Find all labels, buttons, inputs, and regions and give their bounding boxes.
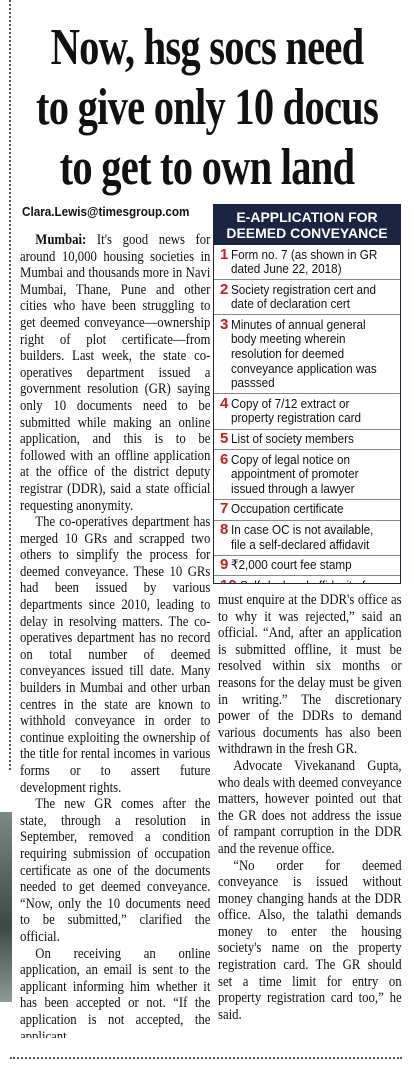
paragraph: “No order for deemed conveyance is issue… xyxy=(218,857,402,1023)
sidebar-item: 6 Copy of legal notice on appointment of … xyxy=(214,450,400,500)
item-text: Minutes of annual general body meeting w… xyxy=(231,316,378,391)
sidebar-item: 9 ₹2,000 court fee stamp xyxy=(214,556,400,577)
paragraph-text: The co-operatives department has merged … xyxy=(20,514,211,796)
article-column: must enquire at the DDR's office as to w… xyxy=(218,592,402,1042)
photo-edge xyxy=(0,812,12,1002)
item-text: Self-declared affidavit of docus submitt… xyxy=(240,578,381,583)
headline: to get to own land xyxy=(59,139,355,196)
byline: Clara.Lewis@timesgroup.com xyxy=(22,204,190,219)
item-text: List of society members xyxy=(231,431,355,447)
item-text: Form no. 7 (as shown in GR dated June 22… xyxy=(231,246,378,277)
paragraph: The new GR comes after the state, throug… xyxy=(20,796,210,945)
dotted-rule xyxy=(10,1057,402,1059)
item-text: Copy of 7/12 extract or property registr… xyxy=(231,395,362,426)
article-column: Mumbai: It's good news for around 10,000… xyxy=(20,232,210,1038)
sidebar-item: 7 Occupation certificate xyxy=(214,500,400,521)
headline: Now, hsg socs need xyxy=(50,19,365,76)
sidebar-title: E-APPLICATION FOR DEEMED CONVEYANCE xyxy=(214,205,400,245)
sidebar-item: 2 Society registration cert and date of d… xyxy=(214,280,400,316)
item-text: Occupation certificate xyxy=(231,501,344,517)
item-text: In case OC is not available, file a self… xyxy=(231,522,374,552)
item-text: Copy of legal notice on appointment of p… xyxy=(231,451,359,496)
paragraph-text: It's good news for around 10,000 housing… xyxy=(20,232,211,514)
paragraph: must enquire at the DDR's office as to w… xyxy=(218,592,402,758)
item-number: 4 xyxy=(220,394,229,412)
item-text: Society registration cert and date of de… xyxy=(231,281,377,312)
dotted-border xyxy=(9,0,11,770)
item-number: 5 xyxy=(220,430,229,448)
sidebar: E-APPLICATION FOR DEEMED CONVEYANCE 1 For… xyxy=(213,204,401,584)
item-number: 1 xyxy=(220,245,229,263)
sidebar-item: 8 In case OC is not available, file a sel… xyxy=(214,521,400,556)
item-text: ₹2,000 court fee stamp xyxy=(231,557,352,573)
paragraph: The co-operatives department has merged … xyxy=(20,514,210,796)
sidebar-item: 4 Copy of 7/12 extract or property regist… xyxy=(214,394,400,430)
item-number: 7 xyxy=(220,500,229,518)
item-number: 9 xyxy=(220,556,229,574)
paragraph: Mumbai: It's good news for around 10,000… xyxy=(20,232,210,514)
sidebar-item: 10Self-declared affidavit of docus submi… xyxy=(214,576,400,583)
item-number: 2 xyxy=(220,280,229,298)
paragraph-text: On receiving an online application, an e… xyxy=(20,945,211,1038)
paragraph: Advocate Vivekanand Gupta, who deals wit… xyxy=(218,757,402,857)
item-number: 8 xyxy=(220,521,229,538)
paragraph-text: The new GR comes after the state, throug… xyxy=(20,796,211,945)
item-number: 10 xyxy=(220,578,237,583)
sidebar-item: 1 Form no. 7 (as shown in GR dated June 2… xyxy=(214,245,400,281)
item-number: 3 xyxy=(220,315,229,333)
item-number: 6 xyxy=(220,450,229,468)
dateline: Mumbai: xyxy=(35,232,87,248)
headline: to give only 10 docus xyxy=(36,79,379,136)
paragraph: On receiving an online application, an e… xyxy=(20,946,210,1038)
sidebar-item: 5 List of society members xyxy=(214,430,400,451)
sidebar-item: 3 Minutes of annual general body meeting … xyxy=(214,315,400,395)
